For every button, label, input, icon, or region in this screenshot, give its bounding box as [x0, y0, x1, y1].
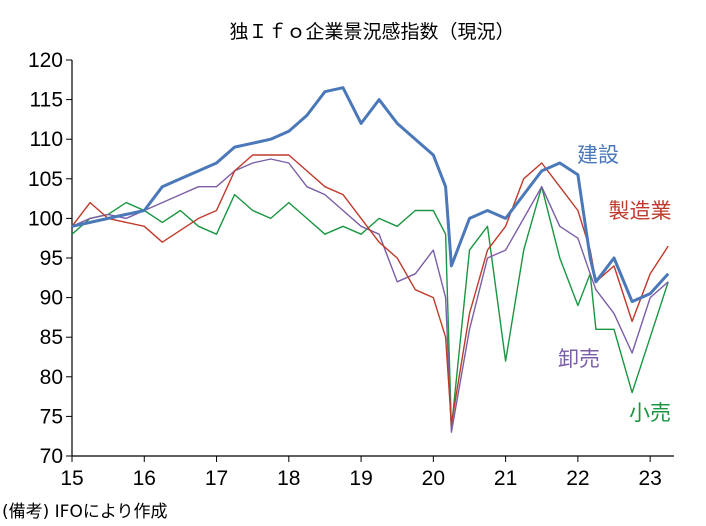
series-line-0 [71, 86, 670, 304]
x-tick-label: 17 [205, 467, 228, 490]
y-tick-label: 90 [40, 287, 63, 310]
y-tick-label: 75 [40, 405, 63, 428]
y-tick-label: 70 [40, 445, 63, 468]
source-note: (備考) IFOにより作成 [2, 502, 168, 522]
y-tick-label: 95 [40, 247, 63, 270]
chart-title: 独Ｉｆｏ企業景況感指数（現況） [229, 21, 514, 43]
series-label-1: 製造業 [609, 199, 672, 223]
y-tick-label: 85 [40, 326, 63, 349]
series-label-0: 建設 [577, 143, 619, 167]
x-tick-label: 23 [638, 467, 661, 490]
series-label-3: 小売 [629, 401, 671, 425]
y-tick-label: 110 [30, 128, 63, 151]
series-label-2: 卸売 [558, 347, 600, 371]
series-line-1 [71, 154, 669, 425]
y-tick-label: 100 [28, 207, 63, 230]
x-tick-label: 18 [277, 467, 300, 490]
x-tick-label: 16 [133, 467, 156, 490]
y-tick-label: 115 [30, 89, 63, 112]
y-tick-label: 80 [40, 366, 63, 389]
y-tick-label: 120 [28, 49, 63, 72]
series-lines [71, 86, 670, 433]
x-tick-label: 15 [60, 467, 83, 490]
x-tick-label: 20 [422, 467, 445, 490]
x-tick-label: 19 [349, 467, 372, 490]
series-line-2 [71, 158, 669, 433]
x-tick-label: 22 [566, 467, 589, 490]
series-line-3 [71, 185, 669, 429]
x-tick-label: 21 [494, 467, 517, 490]
y-tick-label: 105 [28, 168, 63, 191]
